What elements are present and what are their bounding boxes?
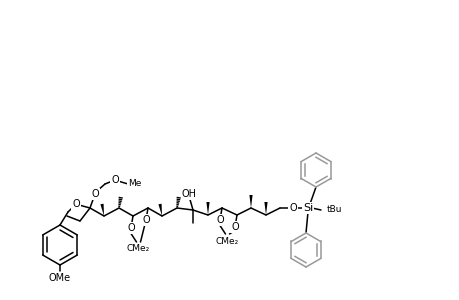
- Text: Me: Me: [128, 179, 141, 188]
- Text: O: O: [91, 189, 99, 199]
- Text: O: O: [111, 175, 118, 185]
- Polygon shape: [264, 202, 267, 215]
- Text: O: O: [289, 203, 296, 213]
- Text: CMe₂: CMe₂: [215, 236, 239, 245]
- Polygon shape: [249, 195, 252, 208]
- Text: tBu: tBu: [325, 206, 341, 214]
- Text: O: O: [127, 223, 134, 233]
- Polygon shape: [100, 204, 104, 216]
- Text: OH: OH: [181, 189, 196, 199]
- Text: O: O: [231, 222, 238, 232]
- Text: Si: Si: [302, 203, 313, 213]
- Polygon shape: [158, 204, 162, 216]
- Text: CMe₂: CMe₂: [127, 244, 150, 253]
- Text: O: O: [72, 199, 80, 209]
- Text: O: O: [142, 215, 150, 225]
- Text: OMe: OMe: [49, 273, 71, 283]
- Text: O: O: [216, 215, 224, 225]
- Polygon shape: [206, 202, 209, 215]
